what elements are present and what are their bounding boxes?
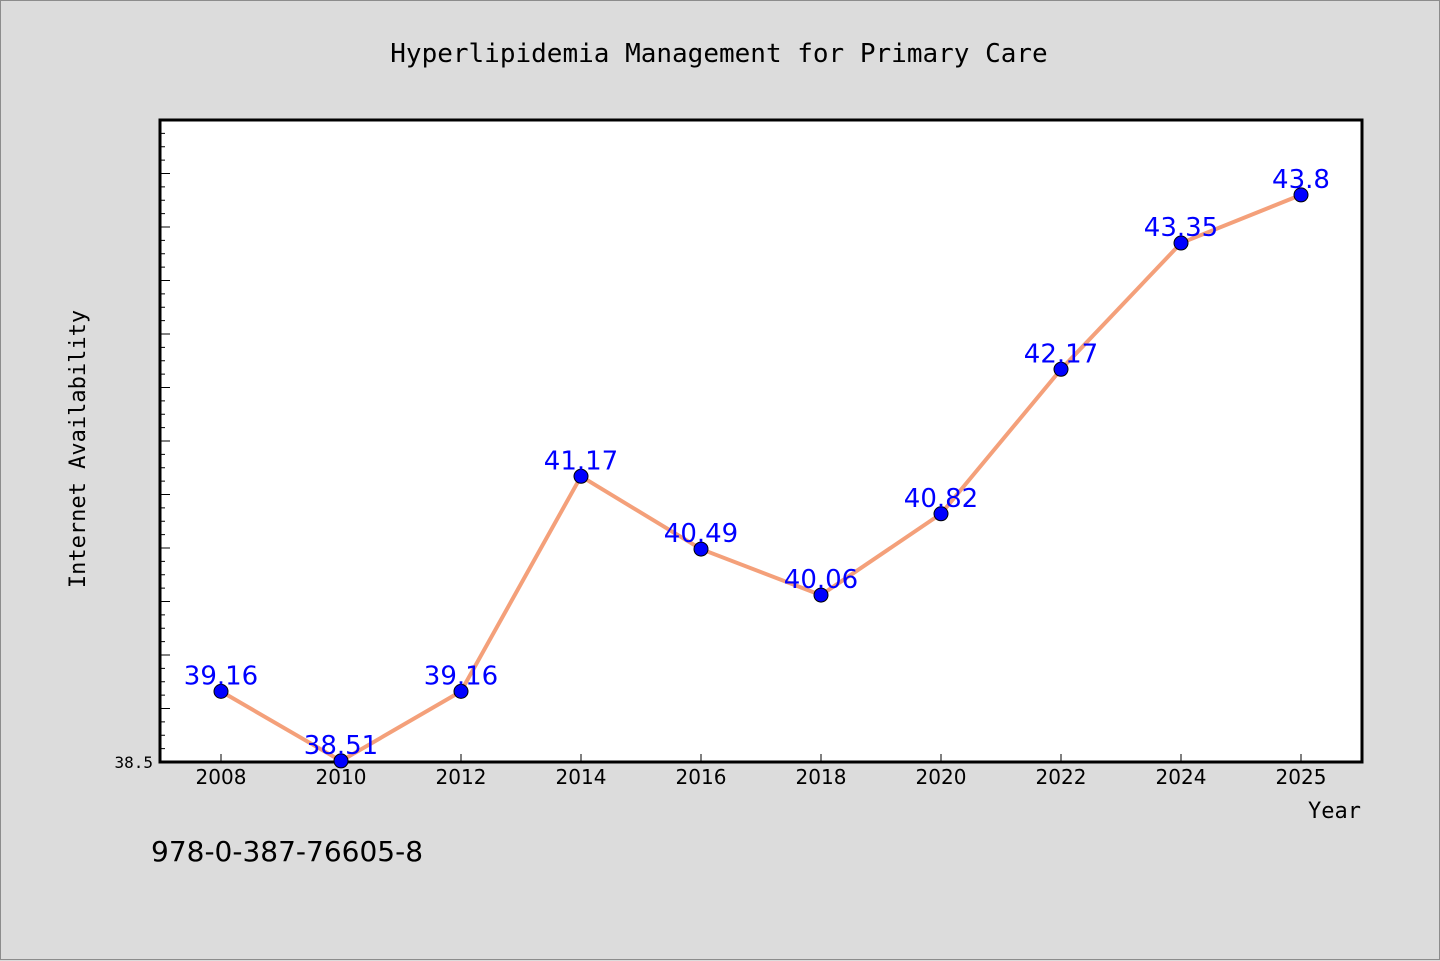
x-tick-label: 2016 — [676, 765, 727, 789]
data-label: 39.16 — [424, 661, 498, 691]
x-tick-label: 2010 — [316, 765, 367, 789]
data-point — [693, 541, 709, 557]
x-tick-label: 2025 — [1276, 765, 1327, 789]
x-axis-label: Year — [1308, 799, 1361, 824]
x-tick-label: 2012 — [436, 765, 487, 789]
x-tick-label: 2014 — [556, 765, 607, 789]
y-axis-label: Internet Availability — [66, 310, 91, 588]
series-labels-group: 39.16 38.51 39.16 41.17 40.49 40.06 40.82 42.17… — [184, 165, 1330, 761]
data-point — [333, 753, 349, 769]
data-label: 39.16 — [184, 661, 258, 691]
x-tick-label: 2008 — [196, 765, 247, 789]
footer-code: 978-0-387-76605-8 — [151, 835, 424, 868]
x-tick-label: 2020 — [916, 765, 967, 789]
series-points-group — [213, 187, 1309, 769]
y-axis-ticks — [160, 119, 170, 763]
data-point — [573, 468, 589, 484]
data-point — [453, 683, 469, 699]
x-axis-ticks: 2008 2010 2012 2014 2016 2018 2020 2022 2024 2025 — [196, 754, 1327, 789]
x-tick-label: 2018 — [796, 765, 847, 789]
data-label: 40.49 — [664, 519, 738, 549]
plot-area — [158, 118, 1364, 764]
y-axis-min-label: 38.5 — [114, 753, 153, 772]
series-line — [219, 193, 1302, 763]
data-point — [1293, 187, 1309, 203]
x-tick-label: 2024 — [1156, 765, 1207, 789]
data-label: 40.82 — [904, 484, 978, 514]
data-point — [933, 506, 949, 522]
data-label: 42.17 — [1024, 339, 1098, 369]
data-point — [813, 587, 829, 603]
series-line-group — [219, 193, 1302, 763]
data-point — [1173, 235, 1189, 251]
data-point — [213, 683, 229, 699]
data-label: 41.17 — [544, 446, 618, 476]
data-label: 43.35 — [1144, 213, 1218, 243]
chart-title: Hyperlipidemia Management for Primary Ca… — [390, 39, 1047, 69]
x-tick-label: 2022 — [1036, 765, 1087, 789]
data-label: 38.51 — [304, 731, 378, 761]
data-point — [1053, 361, 1069, 377]
data-label: 43.8 — [1272, 165, 1330, 195]
data-label: 40.06 — [784, 565, 858, 595]
